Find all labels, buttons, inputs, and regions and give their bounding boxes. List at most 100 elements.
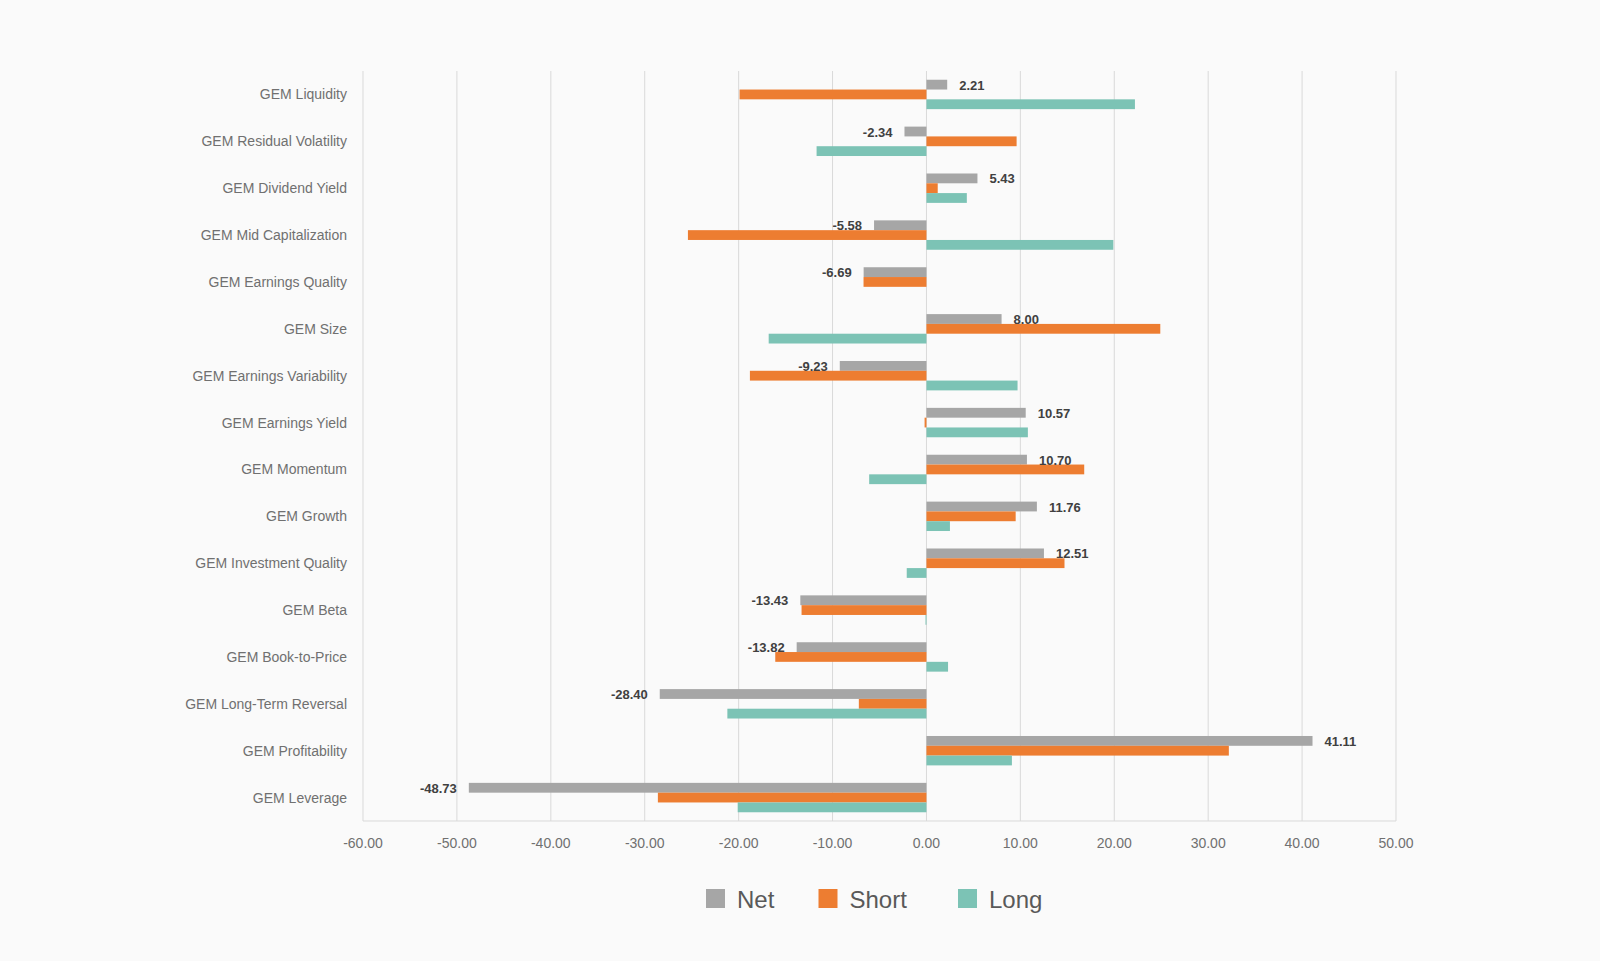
grid-line	[1396, 71, 1397, 821]
bar	[926, 80, 947, 90]
bar	[864, 267, 927, 277]
bar	[797, 642, 927, 652]
data-label: 11.76	[1049, 500, 1081, 515]
category-label: GEM Mid Capitalization	[201, 227, 347, 243]
bar	[926, 548, 1043, 558]
grid-line	[363, 71, 364, 821]
data-label: -9.23	[798, 359, 828, 374]
category-label: GEM Leverage	[253, 790, 347, 806]
bar	[727, 709, 926, 719]
bar	[926, 136, 1016, 146]
bar	[926, 173, 977, 183]
bar	[907, 568, 927, 578]
category-label: GEM Size	[284, 321, 347, 337]
bar	[874, 220, 926, 230]
bar	[738, 802, 927, 812]
data-label: 5.43	[989, 171, 1014, 186]
bar	[800, 595, 926, 605]
bar	[926, 193, 966, 203]
bar	[926, 662, 948, 672]
bar	[926, 240, 1113, 250]
grid-line	[738, 71, 739, 821]
data-label: -28.40	[611, 687, 648, 702]
category-label: GEM Earnings Quality	[209, 274, 348, 290]
legend-swatch	[706, 889, 725, 908]
tick-label: -40.00	[531, 835, 571, 851]
data-label: -6.69	[822, 265, 852, 280]
legend: NetShortLong	[706, 886, 1042, 913]
bar	[926, 314, 1001, 324]
bar	[926, 736, 1312, 746]
background	[0, 0, 1600, 961]
bar	[926, 183, 937, 193]
bar	[925, 418, 927, 428]
bar	[775, 652, 926, 662]
bar	[658, 793, 927, 803]
legend-swatch	[958, 889, 977, 908]
grid-line	[1208, 71, 1209, 821]
bar	[926, 99, 1134, 109]
data-label: 12.51	[1056, 546, 1089, 561]
tick-label: 40.00	[1285, 835, 1320, 851]
category-label: GEM Residual Volatility	[201, 133, 347, 149]
bar	[769, 334, 927, 344]
bars	[469, 80, 1313, 813]
tick-label: -30.00	[625, 835, 665, 851]
bar	[904, 127, 926, 137]
tick-label: 0.00	[913, 835, 940, 851]
category-label: GEM Long-Term Reversal	[185, 696, 347, 712]
grid-line	[832, 71, 833, 821]
grid-line	[1302, 71, 1303, 821]
category-label: GEM Profitability	[243, 743, 347, 759]
category-label: GEM Dividend Yield	[222, 180, 347, 196]
grid-line	[1020, 71, 1021, 821]
grid-line	[1114, 71, 1115, 821]
tick-label: 20.00	[1097, 835, 1132, 851]
bar	[802, 605, 927, 615]
bar	[926, 521, 949, 531]
tick-label: 10.00	[1003, 835, 1038, 851]
bar	[469, 783, 927, 793]
bar	[926, 324, 1160, 334]
bar	[660, 689, 927, 699]
bar	[864, 277, 927, 287]
data-label: 10.57	[1038, 406, 1071, 421]
bar	[859, 699, 927, 709]
tick-label: -20.00	[719, 835, 759, 851]
bar	[926, 502, 1036, 512]
bar	[926, 746, 1228, 756]
category-label: GEM Investment Quality	[195, 555, 347, 571]
data-label: 10.70	[1039, 453, 1072, 468]
bar	[840, 361, 927, 371]
data-label: -13.43	[751, 593, 788, 608]
data-label: 8.00	[1014, 312, 1039, 327]
tick-label: -10.00	[813, 835, 853, 851]
bar	[926, 427, 1027, 437]
category-label: GEM Liquidity	[260, 86, 347, 102]
bar	[926, 558, 1064, 568]
bar	[740, 90, 927, 100]
bar	[926, 511, 1015, 521]
axis-line	[363, 821, 1396, 822]
data-label: 41.11	[1325, 734, 1357, 749]
legend-label: Long	[989, 886, 1042, 913]
bar	[869, 474, 926, 484]
chart: -60.00-50.00-40.00-30.00-20.00-10.000.00…	[0, 0, 1600, 961]
grid-line	[550, 71, 551, 821]
data-label: 2.21	[959, 78, 984, 93]
data-label: -5.58	[832, 218, 862, 233]
data-label: -48.73	[420, 781, 457, 796]
bar	[926, 756, 1011, 766]
bar	[925, 615, 927, 625]
bar	[750, 371, 927, 381]
category-label: GEM Earnings Yield	[222, 415, 347, 431]
grid-line	[456, 71, 457, 821]
tick-label: -60.00	[343, 835, 383, 851]
bar	[926, 287, 927, 297]
category-label: GEM Book-to-Price	[226, 649, 347, 665]
category-label: GEM Earnings Variability	[192, 368, 347, 384]
legend-swatch	[819, 889, 838, 908]
category-label: GEM Growth	[266, 508, 347, 524]
data-label: -2.34	[863, 125, 893, 140]
legend-label: Short	[850, 886, 908, 913]
